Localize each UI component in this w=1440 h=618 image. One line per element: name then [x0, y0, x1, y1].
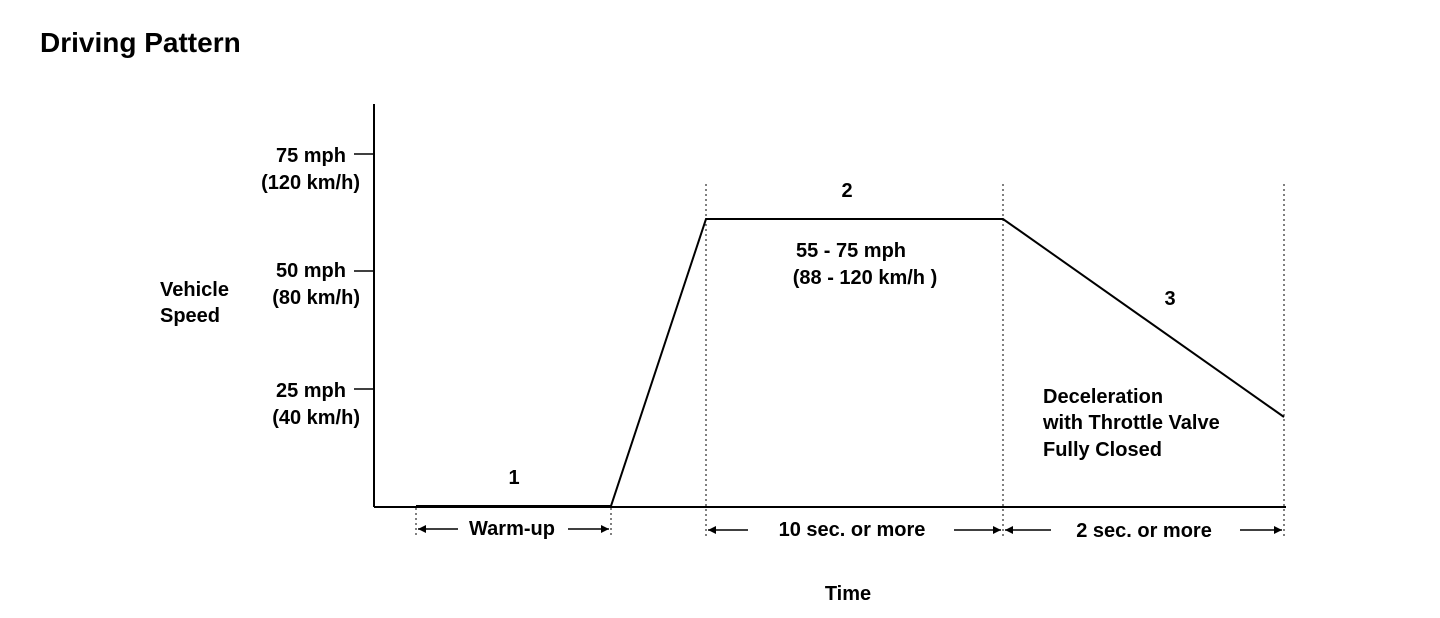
x-axis-label: Time — [825, 583, 871, 605]
y-tick-label-kmh-50: (80 km/h) — [272, 287, 360, 309]
phase-2-number: 2 — [841, 180, 852, 202]
y-axis-label-line2: Speed — [160, 305, 220, 327]
y-tick-label-mph-75: 75 mph — [276, 145, 346, 167]
phase-3-note-line2: with Throttle Valve — [1042, 412, 1220, 434]
phase-3-duration-label: 2 sec. or more — [1076, 520, 1212, 542]
phase-1-number: 1 — [508, 467, 519, 489]
y-tick-label-mph-25: 25 mph — [276, 380, 346, 402]
phase-3-number: 3 — [1164, 288, 1175, 310]
phase-2-speed-mph: 55 - 75 mph — [796, 240, 906, 262]
phase-3-note-line3: Fully Closed — [1043, 439, 1162, 461]
y-tick-label-kmh-25: (40 km/h) — [272, 407, 360, 429]
phase-2-speed-kmh: (88 - 120 km/h ) — [793, 267, 938, 289]
y-tick-label-kmh-75: (120 km/h) — [261, 172, 360, 194]
speed-profile-line — [416, 218, 1285, 507]
y-axis-label-line1: Vehicle — [160, 279, 229, 301]
warmup-duration-label: Warm-up — [469, 518, 555, 540]
phase-2-duration-label: 10 sec. or more — [779, 519, 926, 541]
phase-3-note-line1: Deceleration — [1043, 386, 1163, 408]
page-title: Driving Pattern — [40, 27, 241, 58]
y-tick-label-mph-50: 50 mph — [276, 260, 346, 282]
